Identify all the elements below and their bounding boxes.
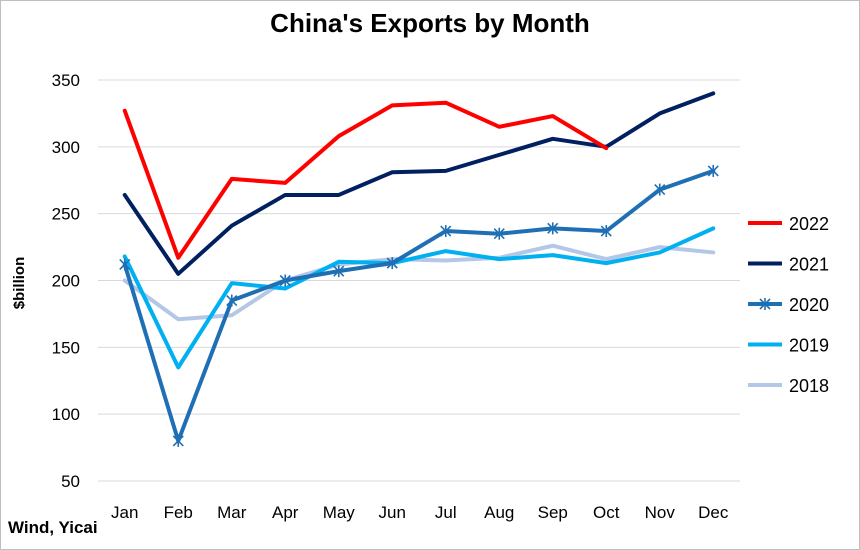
- chart-title: China's Exports by Month: [270, 8, 590, 38]
- y-tick-label: 250: [52, 205, 80, 224]
- series-2022-line: [122, 100, 609, 260]
- series-2020-point: [172, 434, 184, 447]
- legend-item-2020: 2020: [748, 295, 829, 315]
- x-tick-label: Aug: [484, 503, 514, 522]
- series-2019-line: [122, 226, 716, 370]
- x-tick-label: Nov: [645, 503, 676, 522]
- legend-label: 2020: [789, 295, 829, 315]
- x-tick-label: Sep: [538, 503, 568, 522]
- legend-item-2018: 2018: [748, 376, 829, 396]
- x-tick-labels: Jan Feb Mar Apr May Jun Jul Aug Sep Oct Nov Dec: [111, 503, 729, 522]
- series-2021-line: [122, 91, 716, 276]
- legend-item-2022: 2022: [748, 214, 829, 234]
- x-tick-label: Dec: [698, 503, 729, 522]
- series-2020-point: [119, 258, 131, 271]
- y-tick-label: 350: [52, 71, 80, 90]
- source-note: Wind, Yicai: [8, 518, 98, 537]
- series-2020-point: [654, 183, 666, 196]
- y-tick-labels: 50 100 150 200 250 300 350: [52, 71, 80, 491]
- legend-item-2019: 2019: [748, 336, 829, 356]
- x-tick-label: Jan: [111, 503, 138, 522]
- x-tick-label: Oct: [593, 503, 620, 522]
- y-tick-label: 50: [61, 472, 80, 491]
- series-2020-point: [440, 225, 452, 238]
- series-2020-line: [122, 168, 716, 443]
- x-tick-label: Mar: [217, 503, 247, 522]
- series-2020-point: [333, 265, 345, 278]
- series-2020-point: [493, 227, 505, 240]
- series-2018-line: [122, 243, 716, 322]
- series-lines: [119, 91, 719, 447]
- legend-label: 2018: [789, 376, 829, 396]
- y-axis-label: $billion: [11, 257, 28, 310]
- y-tick-label: 100: [52, 405, 80, 424]
- legend-label: 2019: [789, 336, 829, 356]
- legend-item-2021: 2021: [748, 255, 829, 275]
- legend-label: 2021: [789, 255, 829, 275]
- gridlines: [98, 79, 740, 482]
- x-tick-label: Apr: [272, 503, 299, 522]
- x-tick-label: Feb: [164, 503, 193, 522]
- series-2020-point: [707, 164, 719, 177]
- series-2020-point: [226, 294, 238, 307]
- series-2020-point: [386, 257, 398, 270]
- x-tick-label: Jul: [435, 503, 457, 522]
- y-tick-label: 150: [52, 338, 80, 357]
- series-2020-point: [600, 225, 612, 238]
- legend: 2022 2021 2020 2019 2018: [748, 214, 829, 396]
- x-tick-label: Jun: [379, 503, 406, 522]
- series-2020-point: [547, 222, 559, 235]
- x-tick-label: May: [323, 503, 356, 522]
- legend-label: 2022: [789, 214, 829, 234]
- y-tick-label: 300: [52, 138, 80, 157]
- y-tick-label: 200: [52, 272, 80, 291]
- series-2020-point: [279, 274, 291, 287]
